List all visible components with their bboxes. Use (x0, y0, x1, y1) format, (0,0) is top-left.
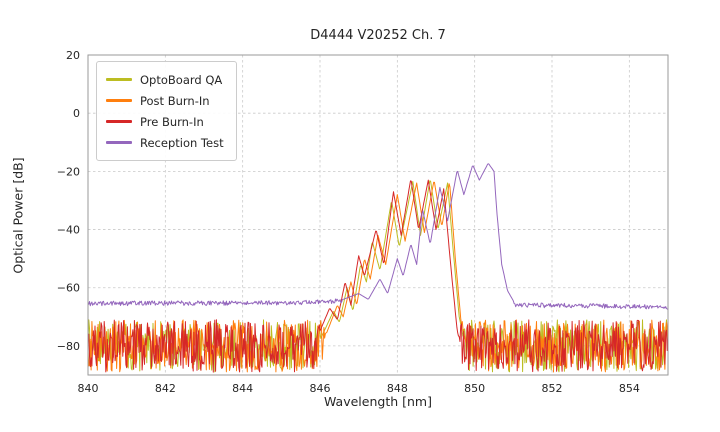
svg-text:844: 844 (232, 382, 253, 395)
legend-label: OptoBoard QA (140, 72, 223, 87)
svg-text:852: 852 (542, 382, 563, 395)
legend-label: Pre Burn-In (140, 114, 204, 129)
svg-text:840: 840 (78, 382, 99, 395)
legend-entry-optoboard-qa: OptoBoard QA (106, 69, 224, 90)
svg-text:0: 0 (73, 107, 80, 120)
legend-line-swatch (106, 99, 132, 102)
legend-label: Post Burn-In (140, 93, 210, 108)
svg-text:20: 20 (66, 49, 80, 62)
svg-text:−60: −60 (57, 282, 80, 295)
legend: OptoBoard QA Post Burn-In Pre Burn-In Re… (96, 61, 237, 161)
legend-line-swatch (106, 78, 132, 81)
series-trace (88, 163, 668, 310)
legend-line-swatch (106, 120, 132, 123)
legend-line-swatch (106, 141, 132, 144)
legend-entry-post-burn-in: Post Burn-In (106, 90, 224, 111)
svg-text:854: 854 (619, 382, 640, 395)
svg-text:842: 842 (155, 382, 176, 395)
series-trace (88, 179, 668, 373)
chart-title: D4444 V20252 Ch. 7 (310, 28, 446, 43)
svg-text:−80: −80 (57, 340, 80, 353)
legend-entry-reception-test: Reception Test (106, 132, 224, 153)
y-axis-label: Optical Power [dB] (10, 157, 26, 274)
svg-text:−20: −20 (57, 165, 80, 178)
legend-entry-pre-burn-in: Pre Burn-In (106, 111, 224, 132)
x-axis-label: Wavelength [nm] (324, 394, 432, 409)
svg-text:848: 848 (387, 382, 408, 395)
svg-text:846: 846 (310, 382, 331, 395)
legend-label: Reception Test (140, 135, 224, 150)
svg-text:−40: −40 (57, 224, 80, 237)
svg-text:850: 850 (464, 382, 485, 395)
